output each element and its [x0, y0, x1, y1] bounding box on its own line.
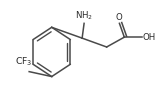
Text: OH: OH: [143, 33, 156, 42]
Text: O: O: [115, 13, 122, 22]
Text: CF$_3$: CF$_3$: [15, 55, 32, 68]
Text: NH$_2$: NH$_2$: [75, 10, 93, 22]
